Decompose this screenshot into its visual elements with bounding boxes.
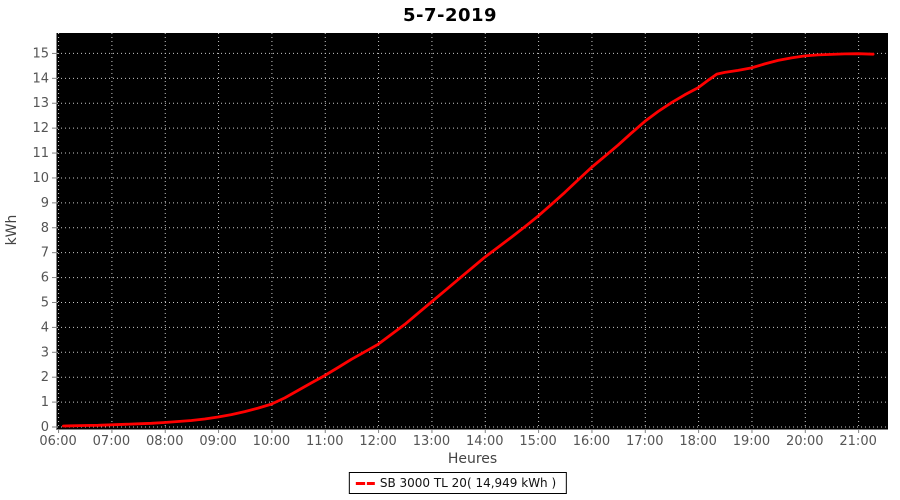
plot-background [57, 33, 888, 429]
x-tick-label: 12:00 [359, 434, 396, 449]
y-tick-label: 11 [32, 146, 49, 161]
x-tick-label: 11:00 [306, 434, 343, 449]
y-tick-label: 5 [41, 295, 49, 310]
y-tick-label: 15 [32, 46, 49, 61]
y-tick-label: 2 [41, 370, 49, 385]
y-tick-label: 3 [41, 345, 49, 360]
y-tick-label: 4 [41, 320, 49, 335]
x-tick-label: 16:00 [573, 434, 610, 449]
y-tick-label: 12 [32, 121, 49, 136]
x-tick-label: 14:00 [466, 434, 503, 449]
x-tick-label: 18:00 [679, 434, 716, 449]
x-tick-label: 19:00 [733, 434, 770, 449]
y-tick-label: 14 [32, 71, 49, 86]
y-tick-label: 7 [41, 246, 49, 261]
legend-line-marker-icon [355, 481, 375, 485]
x-tick-label: 13:00 [413, 434, 450, 449]
x-tick-label: 07:00 [93, 434, 130, 449]
legend-item-sb3000[interactable]: SB 3000 TL 20( 14,949 kWh ) [355, 476, 557, 490]
x-tick-label: 06:00 [39, 434, 76, 449]
y-tick-label: 0 [41, 420, 49, 435]
y-tick-label: 1 [41, 395, 49, 410]
y-tick-label: 8 [41, 221, 49, 236]
x-tick-label: 21:00 [839, 434, 876, 449]
legend-item-label: SB 3000 TL 20( 14,949 kWh ) [379, 476, 557, 490]
x-tick-label: 08:00 [146, 434, 183, 449]
x-tick-label: 09:00 [199, 434, 236, 449]
x-tick-label: 10:00 [253, 434, 290, 449]
y-tick-label: 13 [32, 96, 49, 111]
chart-title: 5-7-2019 [402, 5, 498, 26]
series-line-sb-3000-tl-20 [62, 52, 875, 428]
x-tick-label: 15:00 [519, 434, 556, 449]
y-tick-label: 9 [41, 196, 49, 211]
legend: SB 3000 TL 20( 14,949 kWh ) [348, 472, 568, 494]
x-axis-title: Heures [447, 451, 498, 467]
y-axis-title: kWh [4, 214, 20, 246]
y-tick-label: 6 [41, 271, 49, 286]
y-tick-label: 10 [32, 171, 49, 186]
x-tick-label: 20:00 [786, 434, 823, 449]
x-tick-label: 17:00 [626, 434, 663, 449]
